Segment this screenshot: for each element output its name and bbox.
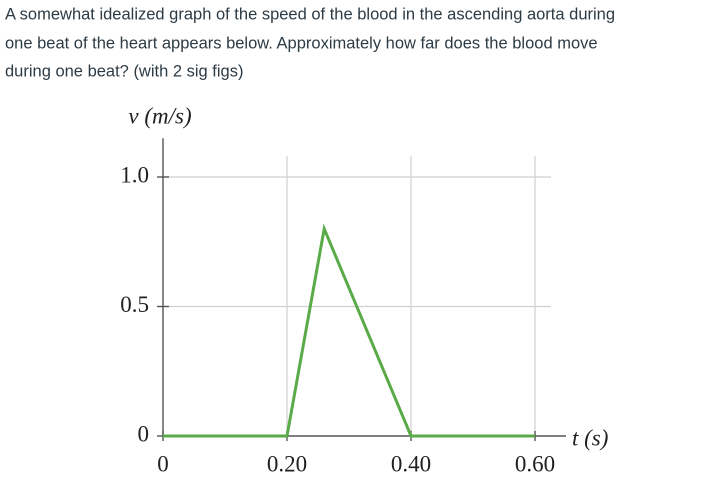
data-line <box>163 223 535 438</box>
x-axis-label: t (s) <box>572 425 608 450</box>
x-tick-label: 0 <box>157 451 169 476</box>
y-axis-label: v (m/s) <box>128 103 191 128</box>
y-tick-label: 0 <box>138 421 150 446</box>
x-tick-label: 0.60 <box>515 451 555 476</box>
y-tick-label: 1.0 <box>120 162 149 187</box>
x-tick-label: 0.20 <box>267 451 307 476</box>
question-line: one beat of the heart appears below. App… <box>5 34 598 52</box>
y-tick-label: 0.5 <box>120 292 149 317</box>
x-tick-label: 0.40 <box>391 451 431 476</box>
question-line: during one beat? (with 2 sig figs) <box>5 62 243 80</box>
question-line: A somewhat idealized graph of the speed … <box>5 5 615 23</box>
